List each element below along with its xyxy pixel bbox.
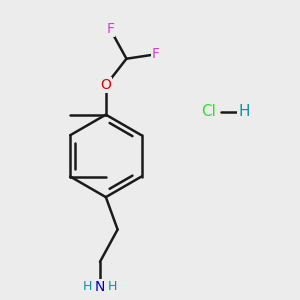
- Text: H: H: [238, 104, 250, 119]
- Text: Cl: Cl: [202, 104, 216, 119]
- Text: N: N: [95, 280, 105, 294]
- Text: F: F: [106, 22, 114, 36]
- Text: H: H: [83, 280, 92, 293]
- Text: F: F: [152, 47, 160, 61]
- Text: H: H: [108, 280, 117, 293]
- Text: O: O: [100, 78, 111, 92]
